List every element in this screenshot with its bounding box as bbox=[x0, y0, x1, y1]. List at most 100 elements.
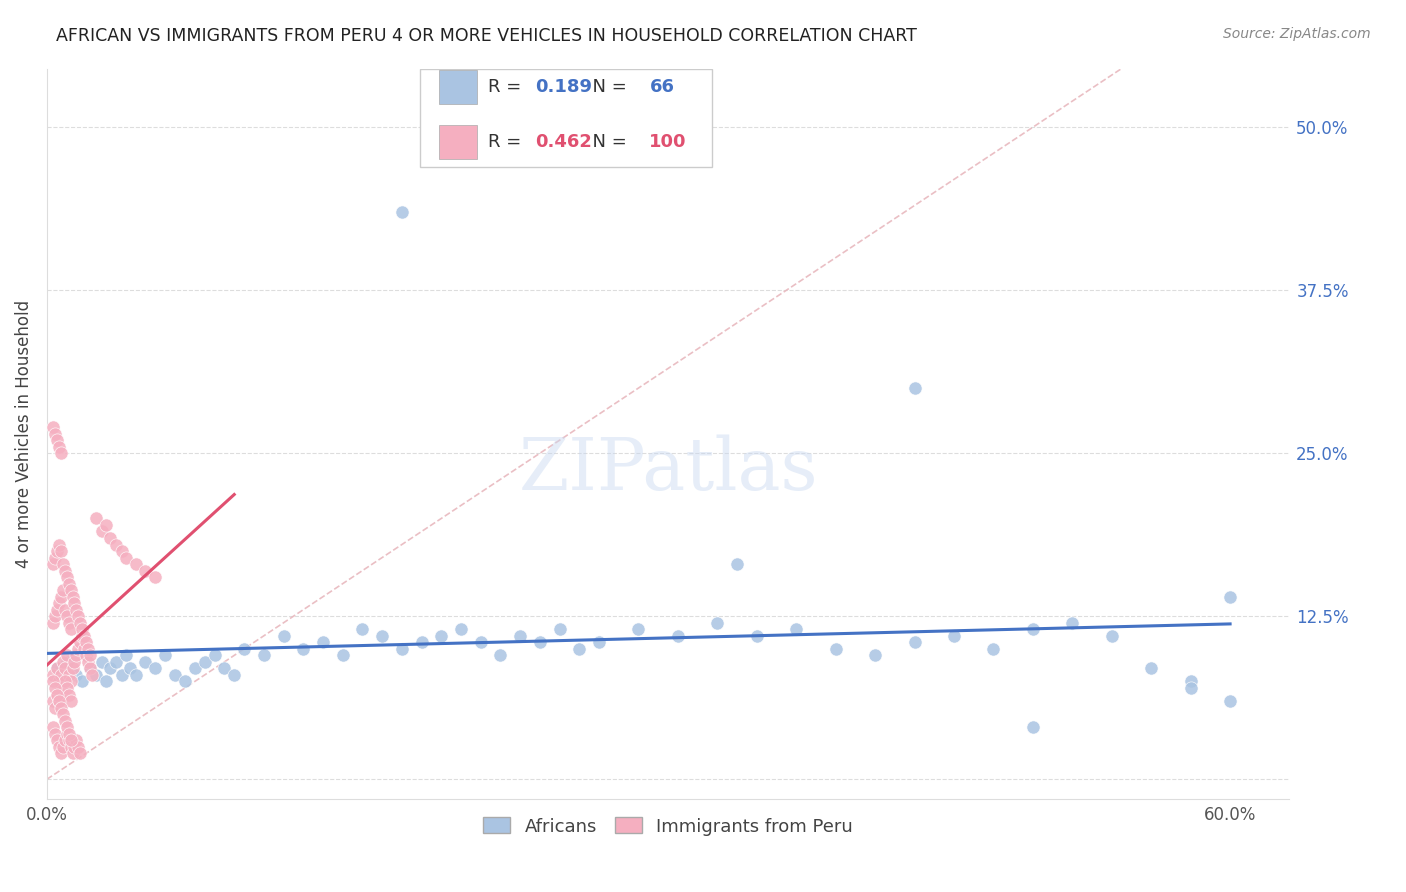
Point bbox=[82, 668, 104, 682]
Point bbox=[84, 668, 107, 682]
Point bbox=[55, 720, 77, 734]
Point bbox=[72, 674, 94, 689]
Point bbox=[44, 609, 66, 624]
Point bbox=[1180, 681, 1202, 695]
Point bbox=[45, 688, 67, 702]
Point bbox=[450, 622, 472, 636]
Point bbox=[42, 694, 65, 708]
Y-axis label: 4 or more Vehicles in Household: 4 or more Vehicles in Household bbox=[15, 300, 32, 567]
Point bbox=[44, 426, 66, 441]
Point bbox=[1219, 694, 1241, 708]
Text: 66: 66 bbox=[650, 78, 675, 96]
Text: 0.189: 0.189 bbox=[536, 78, 592, 96]
Point bbox=[470, 635, 492, 649]
Point bbox=[114, 550, 136, 565]
Point bbox=[45, 661, 67, 675]
Point bbox=[42, 720, 65, 734]
Text: R =: R = bbox=[488, 133, 527, 151]
Point bbox=[52, 707, 75, 722]
Point bbox=[134, 655, 156, 669]
Point bbox=[943, 629, 966, 643]
Point bbox=[45, 544, 67, 558]
Point bbox=[58, 576, 80, 591]
Text: 100: 100 bbox=[650, 133, 688, 151]
Point bbox=[49, 746, 72, 760]
Point bbox=[143, 570, 166, 584]
Point bbox=[67, 739, 90, 754]
Point bbox=[118, 661, 141, 675]
Point bbox=[75, 648, 97, 663]
Point bbox=[42, 668, 65, 682]
Point bbox=[165, 668, 187, 682]
Point bbox=[312, 635, 335, 649]
Point bbox=[48, 440, 70, 454]
Point bbox=[72, 622, 94, 636]
Point bbox=[391, 205, 413, 219]
Point bbox=[42, 420, 65, 434]
Point bbox=[204, 648, 226, 663]
Point bbox=[104, 537, 127, 551]
Point bbox=[79, 661, 101, 675]
Point bbox=[52, 739, 75, 754]
Point bbox=[52, 557, 75, 571]
Point bbox=[59, 674, 82, 689]
Point bbox=[194, 655, 217, 669]
Point bbox=[568, 641, 591, 656]
Point bbox=[53, 674, 76, 689]
Point bbox=[63, 596, 86, 610]
Point bbox=[45, 688, 67, 702]
Point bbox=[124, 557, 146, 571]
Point bbox=[1140, 661, 1163, 675]
Point bbox=[63, 655, 86, 669]
Point bbox=[44, 681, 66, 695]
Point bbox=[509, 629, 531, 643]
Point bbox=[184, 661, 207, 675]
Point bbox=[65, 668, 87, 682]
Point bbox=[371, 629, 394, 643]
Point bbox=[174, 674, 197, 689]
Point bbox=[84, 511, 107, 525]
Point bbox=[65, 648, 87, 663]
Point bbox=[1180, 674, 1202, 689]
Point bbox=[233, 641, 256, 656]
Point bbox=[55, 726, 77, 740]
Point bbox=[44, 700, 66, 714]
Point bbox=[529, 635, 551, 649]
Point bbox=[143, 661, 166, 675]
Point bbox=[73, 641, 96, 656]
Point bbox=[1022, 720, 1045, 734]
Point bbox=[548, 622, 571, 636]
Point bbox=[824, 641, 846, 656]
Point bbox=[62, 590, 84, 604]
Point bbox=[59, 694, 82, 708]
Point bbox=[42, 557, 65, 571]
Point bbox=[391, 641, 413, 656]
Point bbox=[98, 531, 121, 545]
Point bbox=[273, 629, 295, 643]
FancyBboxPatch shape bbox=[440, 70, 477, 104]
Text: ZIPatlas: ZIPatlas bbox=[519, 435, 818, 506]
Point bbox=[111, 544, 134, 558]
Point bbox=[77, 641, 100, 656]
Text: N =: N = bbox=[581, 78, 633, 96]
Point bbox=[52, 688, 75, 702]
Point bbox=[52, 655, 75, 669]
Point bbox=[111, 668, 134, 682]
Point bbox=[53, 661, 76, 675]
Point bbox=[48, 694, 70, 708]
Point bbox=[489, 648, 512, 663]
Point bbox=[98, 661, 121, 675]
Point bbox=[53, 564, 76, 578]
Point bbox=[79, 648, 101, 663]
Point bbox=[58, 688, 80, 702]
Point bbox=[58, 726, 80, 740]
Point bbox=[69, 615, 91, 630]
Point bbox=[332, 648, 354, 663]
Point bbox=[745, 629, 768, 643]
Point bbox=[903, 381, 925, 395]
Point bbox=[1101, 629, 1123, 643]
Point bbox=[627, 622, 650, 636]
Point bbox=[49, 544, 72, 558]
Point bbox=[48, 537, 70, 551]
Point bbox=[49, 681, 72, 695]
